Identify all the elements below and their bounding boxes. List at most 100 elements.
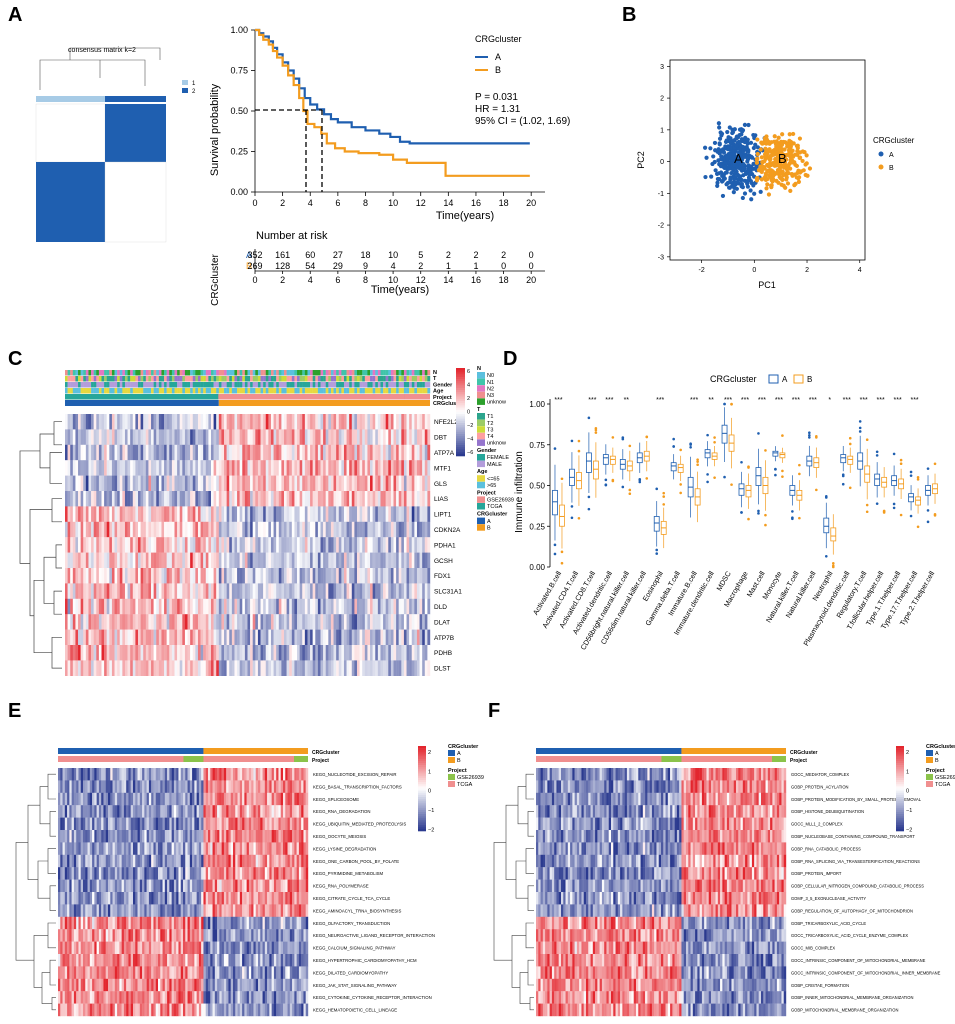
panelE-cell [219, 817, 222, 831]
gene-heatmap-annot-cell [260, 382, 264, 388]
gene-heatmap-cell [132, 629, 136, 646]
gene-heatmap-row-label: CDKN2A [434, 527, 461, 534]
panelE-cell [148, 842, 152, 855]
gene-heatmap-legend-item: <=65 [487, 476, 500, 482]
gene-heatmap-annot-cell [67, 382, 71, 388]
gene-heatmap-cell [143, 429, 147, 445]
gene-heatmap-cell [221, 629, 225, 646]
gene-heatmap-scale-label: 0 [467, 410, 470, 416]
gene-heatmap-cell [127, 614, 131, 630]
gene-heatmap-cell [317, 645, 321, 661]
km-median-lines [255, 109, 323, 192]
gene-heatmap-cell [372, 429, 376, 445]
gene-heatmap-cell [67, 491, 71, 507]
gene-heatmap-cell [70, 444, 74, 461]
gene-heatmap-cell [294, 506, 298, 522]
gene-heatmap-cell [208, 521, 212, 538]
gene-heatmap-cell [383, 660, 386, 676]
pca-point-a [732, 154, 737, 159]
consensus-bar-a [36, 96, 166, 102]
gene-heatmap-cell [75, 491, 79, 507]
box-outlier [662, 495, 666, 498]
pca-point-a [712, 140, 718, 146]
gene-heatmap-legend-swatch [477, 475, 485, 482]
pca-point-a [749, 197, 754, 202]
gene-heatmap-cell [354, 506, 358, 522]
gene-heatmap-cell [161, 629, 165, 646]
gene-heatmap-cell [114, 568, 118, 584]
gene-heatmap-cell [242, 429, 246, 445]
gene-heatmap-cell [161, 614, 165, 630]
pca-point-b [791, 131, 796, 137]
gene-heatmap-cell [325, 552, 329, 569]
gene-heatmap-cell [255, 598, 259, 615]
box-outlier [892, 506, 896, 510]
gene-heatmap-cell [205, 598, 209, 615]
gene-heatmap-cell [372, 491, 376, 507]
gene-heatmap-cell [263, 598, 266, 615]
gene-heatmap-cell [203, 552, 206, 569]
gene-heatmap-cell [427, 583, 431, 599]
gene-heatmap-cell [83, 660, 87, 676]
gene-heatmap-cell [70, 491, 74, 507]
gene-heatmap-annot-cell [96, 376, 100, 382]
panelE-cell [110, 780, 113, 793]
panelE-cell [128, 817, 131, 831]
gene-heatmap-cell [177, 568, 180, 584]
gene-heatmap-cell [325, 537, 329, 553]
gene-heatmap-cell [403, 444, 407, 461]
gene-heatmap-cell [414, 491, 418, 507]
panelE-cell [114, 830, 118, 843]
gene-heatmap-cell [260, 444, 264, 461]
gene-heatmap-cell [257, 660, 261, 676]
gene-heatmap-cell [122, 444, 126, 461]
gene-heatmap-cell [174, 537, 178, 553]
box-rect-b [915, 496, 921, 506]
gene-heatmap-cell [177, 414, 180, 430]
gene-heatmap-cell [187, 414, 191, 430]
gene-heatmap-cell [145, 598, 149, 615]
gene-heatmap-cell [124, 614, 128, 630]
gene-heatmap-cell [312, 414, 316, 430]
gene-heatmap-annot-cell [231, 370, 235, 376]
gene-heatmap-cell [328, 429, 332, 445]
gene-heatmap-cell [416, 491, 420, 507]
gene-heatmap-cell [244, 598, 248, 615]
gene-heatmap-annot-cell [265, 376, 269, 382]
panelE-cell [239, 805, 243, 818]
gene-heatmap-cell [260, 660, 264, 676]
gene-heatmap-cell [179, 475, 183, 492]
gene-heatmap-cell [203, 414, 206, 430]
gene-heatmap-cell [179, 414, 183, 430]
gene-heatmap-cell [218, 444, 222, 461]
panelE-cell [87, 817, 91, 831]
gene-heatmap-cell [310, 583, 313, 599]
gene-heatmap-cell [151, 598, 154, 615]
panelE-cell [217, 768, 220, 781]
gene-heatmap-cell [164, 598, 167, 615]
gene-heatmap-cell [367, 460, 371, 476]
consensus-block-c-blue [36, 162, 105, 242]
gene-heatmap-cell [106, 506, 110, 522]
gene-heatmap-cell [416, 598, 420, 615]
pca-point-b [760, 160, 765, 165]
gene-heatmap-cell [208, 491, 212, 507]
gene-heatmap-cell [320, 645, 324, 661]
panelE-cell [280, 830, 284, 843]
gene-heatmap-cell [216, 491, 220, 507]
box-outlier [679, 448, 682, 452]
gene-heatmap-cell [96, 460, 100, 476]
gene-heatmap-scale-step [456, 372, 465, 375]
gene-heatmap-cell [341, 429, 345, 445]
gene-heatmap-cell [130, 475, 133, 492]
gene-heatmap-cell [208, 506, 212, 522]
gene-heatmap-cell [208, 645, 212, 661]
gene-heatmap-cell [315, 537, 319, 553]
panelE-cell [142, 805, 145, 818]
gene-heatmap-cell [192, 537, 196, 553]
gene-heatmap-cell [289, 660, 293, 676]
gene-heatmap-cell [197, 660, 201, 676]
gene-heatmap-cell [145, 491, 149, 507]
gene-heatmap-cell [237, 491, 240, 507]
gene-heatmap-cell [179, 645, 183, 661]
